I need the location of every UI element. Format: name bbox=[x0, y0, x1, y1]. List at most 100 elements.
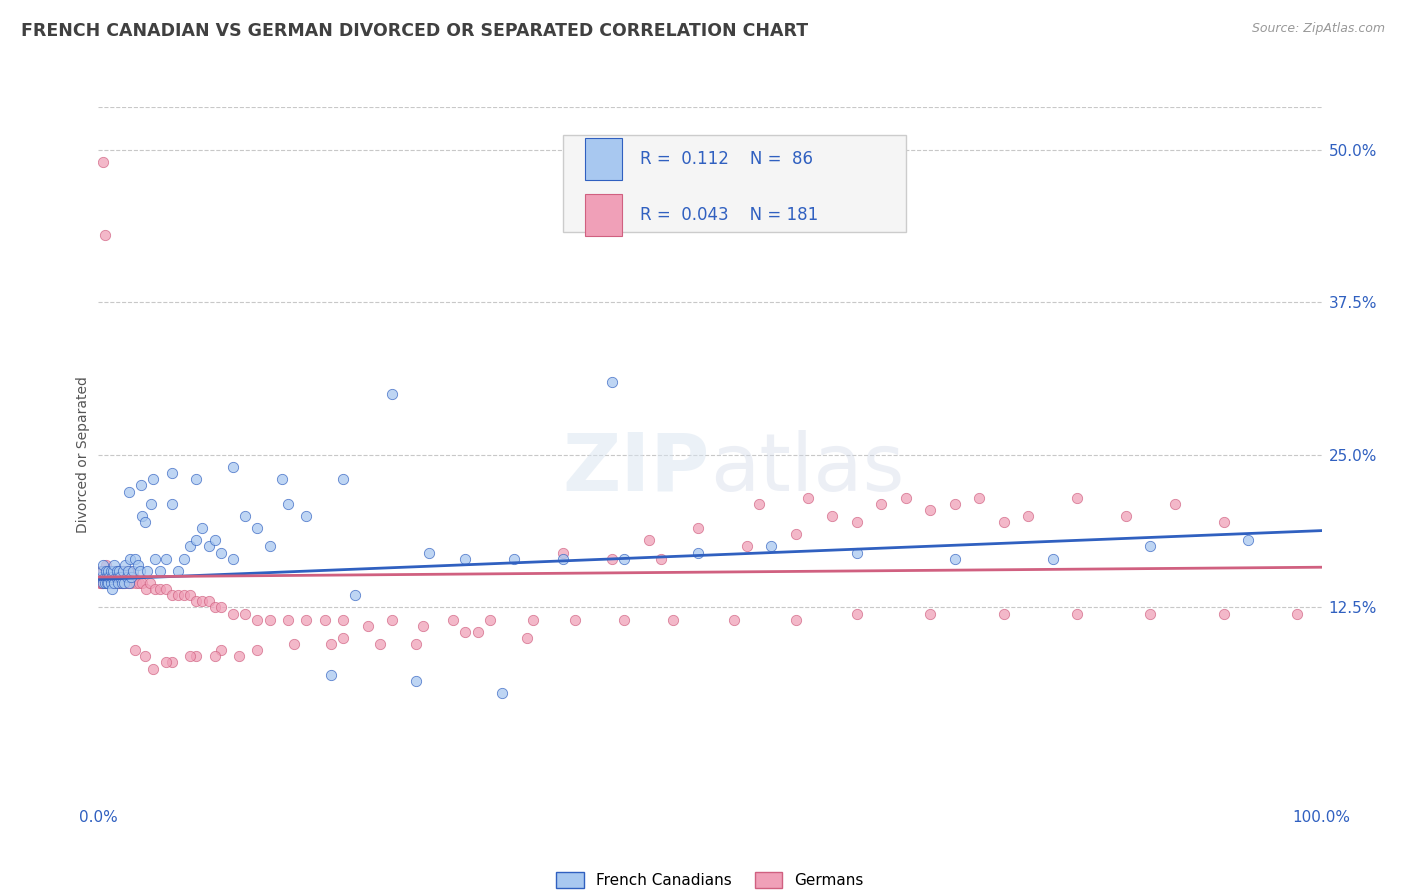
Point bbox=[94, 558, 117, 572]
Point bbox=[405, 673, 427, 688]
Point bbox=[105, 570, 128, 584]
Point bbox=[118, 576, 141, 591]
Point bbox=[1139, 607, 1161, 621]
Point bbox=[91, 576, 114, 591]
Point bbox=[90, 570, 112, 584]
Point bbox=[111, 576, 134, 591]
Point bbox=[90, 564, 112, 578]
Point bbox=[94, 564, 117, 578]
Text: FRENCH CANADIAN VS GERMAN DIVORCED OR SEPARATED CORRELATION CHART: FRENCH CANADIAN VS GERMAN DIVORCED OR SE… bbox=[21, 22, 808, 40]
Point bbox=[129, 478, 152, 492]
Point bbox=[650, 551, 672, 566]
Point bbox=[173, 551, 195, 566]
Point bbox=[143, 551, 166, 566]
Point bbox=[454, 624, 477, 639]
Point bbox=[89, 570, 111, 584]
Point bbox=[107, 576, 129, 591]
Point bbox=[204, 600, 226, 615]
Point bbox=[191, 521, 214, 535]
Point bbox=[105, 564, 128, 578]
Point bbox=[186, 594, 208, 608]
Point bbox=[246, 613, 269, 627]
Point bbox=[894, 491, 917, 505]
Point bbox=[1212, 607, 1234, 621]
Point bbox=[179, 649, 201, 664]
Point bbox=[785, 527, 807, 541]
Point bbox=[418, 545, 440, 559]
Point bbox=[114, 558, 136, 572]
Point bbox=[344, 588, 367, 602]
Point bbox=[120, 570, 142, 584]
Point bbox=[1164, 497, 1187, 511]
Point bbox=[186, 649, 208, 664]
Point bbox=[101, 576, 124, 591]
Point bbox=[613, 551, 636, 566]
Point bbox=[167, 588, 190, 602]
Point bbox=[179, 540, 201, 554]
Point bbox=[118, 570, 141, 584]
Point bbox=[98, 576, 121, 591]
Point bbox=[515, 631, 537, 645]
Point bbox=[1066, 491, 1088, 505]
Point bbox=[97, 564, 120, 578]
Point bbox=[101, 582, 124, 597]
Point bbox=[821, 508, 844, 523]
Point bbox=[101, 570, 124, 584]
Legend: French Canadians, Germans: French Canadians, Germans bbox=[550, 866, 870, 892]
Point bbox=[136, 564, 159, 578]
Point bbox=[100, 576, 122, 591]
Point bbox=[101, 570, 124, 584]
Point bbox=[222, 551, 245, 566]
Point bbox=[319, 637, 342, 651]
Point bbox=[107, 564, 129, 578]
Point bbox=[993, 607, 1015, 621]
Point bbox=[920, 607, 942, 621]
Point bbox=[283, 637, 305, 651]
Point bbox=[332, 613, 354, 627]
Point bbox=[845, 607, 868, 621]
Point bbox=[160, 497, 183, 511]
Point bbox=[332, 631, 354, 645]
Point bbox=[139, 497, 162, 511]
Point bbox=[91, 558, 114, 572]
Point bbox=[118, 564, 141, 578]
Point bbox=[167, 564, 190, 578]
Point bbox=[124, 643, 146, 657]
Point bbox=[160, 588, 183, 602]
Point bbox=[686, 545, 709, 559]
Text: ZIP: ZIP bbox=[562, 430, 710, 508]
Point bbox=[111, 564, 134, 578]
Point bbox=[1139, 540, 1161, 554]
Point bbox=[319, 667, 342, 681]
Point bbox=[522, 613, 544, 627]
Point bbox=[1066, 607, 1088, 621]
Point bbox=[93, 576, 115, 591]
Point bbox=[101, 576, 124, 591]
Point bbox=[134, 649, 156, 664]
Point bbox=[332, 472, 354, 486]
Point bbox=[204, 649, 226, 664]
Point bbox=[101, 570, 124, 584]
Point bbox=[204, 533, 226, 548]
Point bbox=[686, 521, 709, 535]
Point bbox=[233, 607, 256, 621]
Point bbox=[613, 613, 636, 627]
Point bbox=[723, 613, 745, 627]
Point bbox=[993, 515, 1015, 529]
Point bbox=[478, 613, 501, 627]
Point bbox=[553, 551, 575, 566]
Point bbox=[103, 570, 125, 584]
Point bbox=[845, 515, 868, 529]
Point bbox=[600, 551, 623, 566]
Point bbox=[112, 570, 135, 584]
Point bbox=[1237, 533, 1260, 548]
Point bbox=[785, 613, 807, 627]
Point bbox=[155, 656, 177, 670]
Point bbox=[120, 551, 142, 566]
Point bbox=[104, 564, 127, 578]
Point bbox=[553, 545, 575, 559]
Point bbox=[90, 576, 112, 591]
Point bbox=[155, 551, 177, 566]
Point bbox=[104, 576, 127, 591]
Point bbox=[134, 515, 156, 529]
